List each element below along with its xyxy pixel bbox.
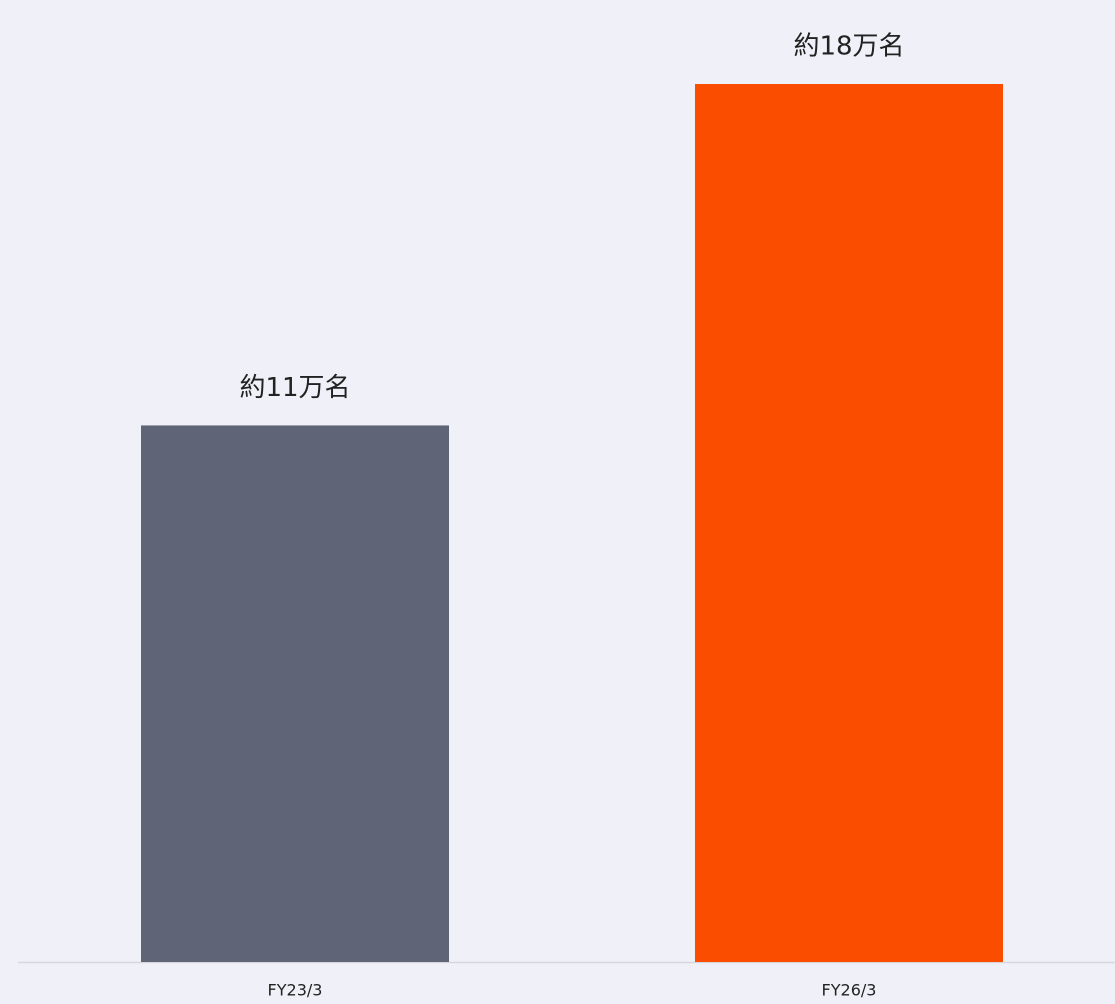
value-label: 約11万名 [239,373,350,403]
bar [695,84,1003,962]
bar [141,425,449,962]
value-label: 約18万名 [793,32,904,62]
x-tick-label: FY23/3 [268,981,323,1000]
x-tick-label: FY26/3 [822,981,877,1000]
